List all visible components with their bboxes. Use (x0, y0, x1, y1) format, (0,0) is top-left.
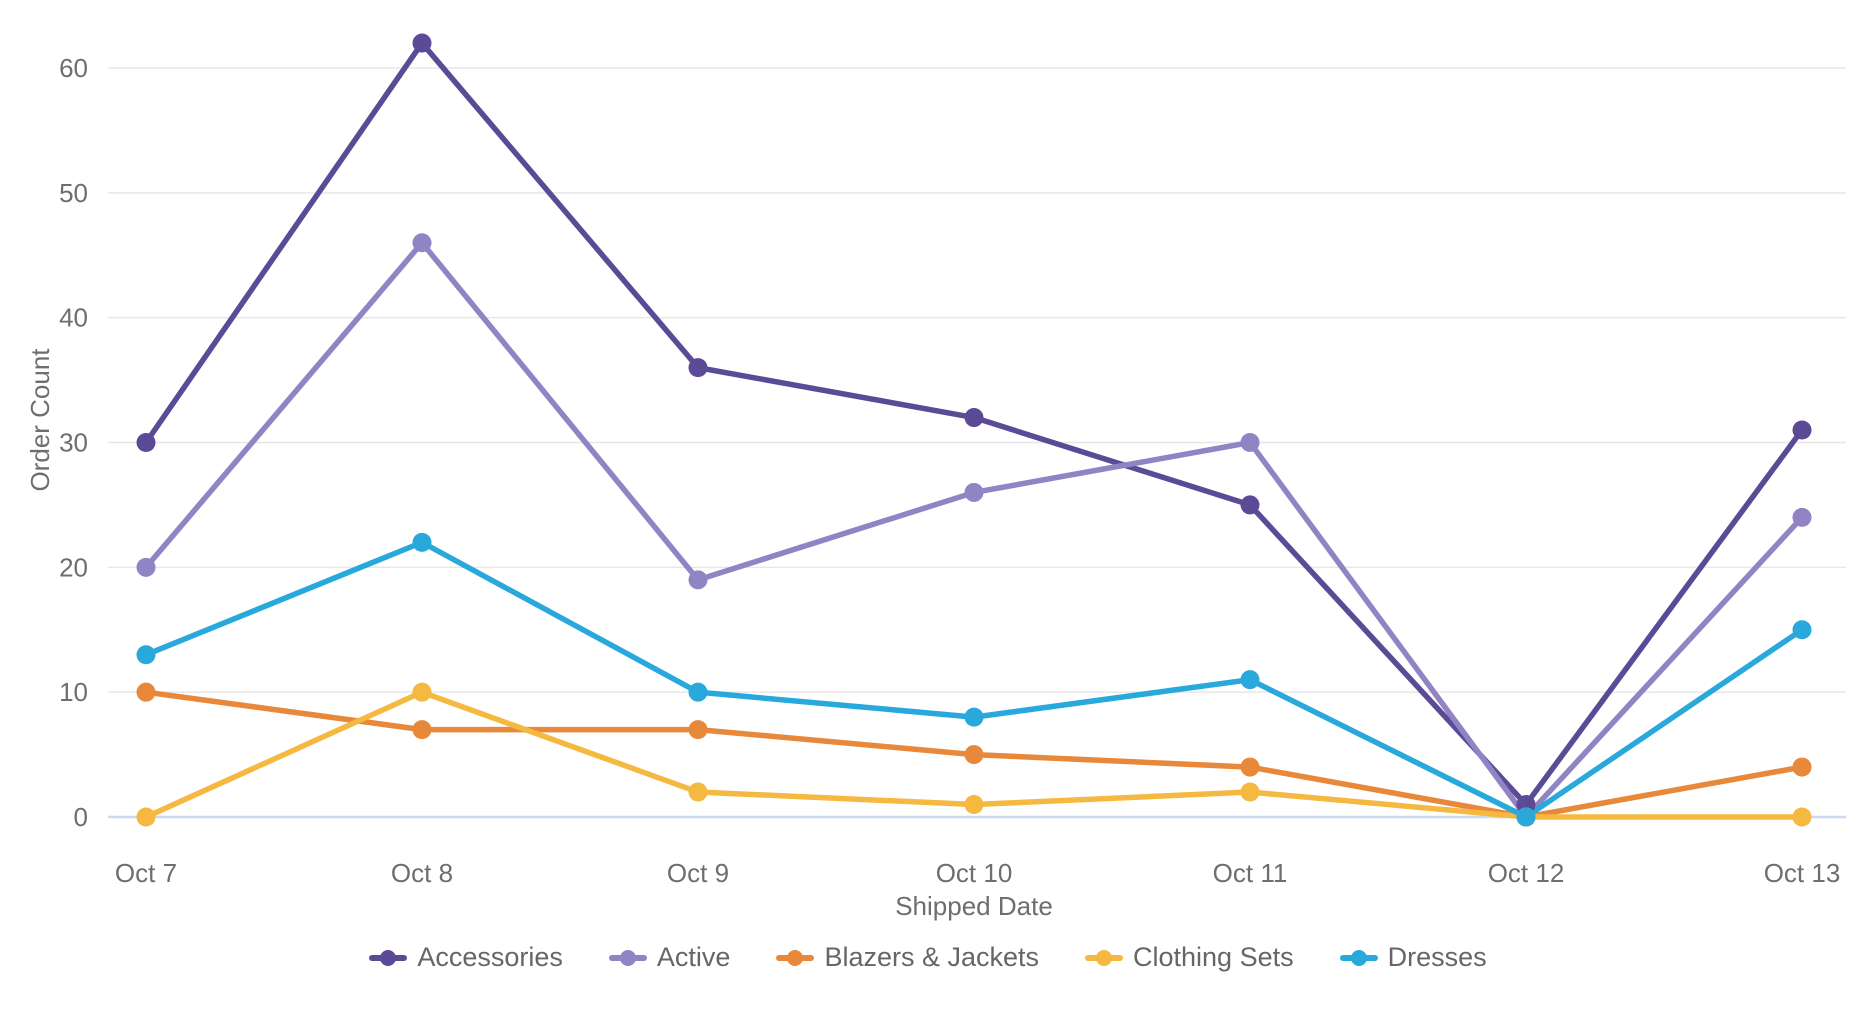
y-tick-label-10: 10 (59, 677, 88, 707)
legend-marker-icon (608, 949, 647, 967)
y-tick-label-20: 20 (59, 552, 88, 582)
y-tick-label-60: 60 (59, 53, 88, 83)
data-point-accessories-oct-9[interactable] (688, 358, 708, 378)
data-point-blazers-jackets-oct-13[interactable] (1792, 757, 1812, 777)
data-point-blazers-jackets-oct-7[interactable] (136, 682, 156, 702)
data-point-blazers-jackets-oct-10[interactable] (964, 745, 984, 765)
data-point-active-oct-10[interactable] (964, 482, 984, 502)
series-line-dresses (143, 539, 1805, 820)
x-tick-label-oct-11: Oct 11 (1213, 858, 1288, 888)
data-point-dresses-oct-8[interactable] (412, 532, 432, 552)
legend-item-dresses[interactable]: Dresses (1339, 942, 1487, 973)
data-point-accessories-oct-10[interactable] (964, 408, 984, 428)
legend-marker-icon (1085, 949, 1124, 967)
data-point-active-oct-8[interactable] (412, 233, 432, 253)
legend-marker-icon (776, 949, 815, 967)
data-point-dresses-oct-13[interactable] (1792, 620, 1812, 640)
legend-item-clothing-sets[interactable]: Clothing Sets (1085, 942, 1294, 973)
x-tick-label-oct-12: Oct 12 (1488, 858, 1565, 888)
data-point-clothing-sets-oct-13[interactable] (1792, 807, 1812, 827)
data-point-clothing-sets-oct-11[interactable] (1240, 782, 1260, 802)
data-point-active-oct-7[interactable] (136, 557, 156, 577)
y-tick-label-50: 50 (59, 178, 88, 208)
data-point-clothing-sets-oct-10[interactable] (964, 795, 984, 815)
data-point-accessories-oct-13[interactable] (1792, 420, 1812, 440)
legend-marker-dot (787, 949, 804, 966)
legend-marker-icon (1339, 949, 1378, 967)
legend-marker-dot (1096, 949, 1113, 966)
y-axis-title: Order Count (25, 348, 55, 492)
series-line-active (143, 240, 1805, 820)
legend-item-blazers-jackets[interactable]: Blazers & Jackets (776, 942, 1039, 973)
y-tick-label-40: 40 (59, 303, 88, 333)
y-tick-label-0: 0 (74, 802, 88, 832)
data-point-accessories-oct-8[interactable] (412, 33, 432, 53)
data-point-accessories-oct-7[interactable] (136, 433, 156, 453)
data-point-clothing-sets-oct-7[interactable] (136, 807, 156, 827)
data-point-clothing-sets-oct-9[interactable] (688, 782, 708, 802)
data-point-dresses-oct-7[interactable] (136, 645, 156, 665)
data-point-blazers-jackets-oct-9[interactable] (688, 720, 708, 740)
legend-marker-dot (1350, 949, 1367, 966)
data-point-blazers-jackets-oct-8[interactable] (412, 720, 432, 740)
x-tick-label-oct-10: Oct 10 (936, 858, 1013, 888)
x-tick-label-oct-8: Oct 8 (391, 858, 453, 888)
x-axis-title: Shipped Date (895, 891, 1053, 921)
legend-marker-icon (369, 949, 408, 967)
data-point-dresses-oct-9[interactable] (688, 682, 708, 702)
data-point-dresses-oct-11[interactable] (1240, 670, 1260, 690)
y-tick-label-30: 30 (59, 428, 88, 458)
data-point-active-oct-13[interactable] (1792, 507, 1812, 527)
data-point-blazers-jackets-oct-11[interactable] (1240, 757, 1260, 777)
x-tick-label-oct-9: Oct 9 (667, 858, 729, 888)
legend-label: Active (656, 942, 731, 972)
data-point-clothing-sets-oct-8[interactable] (412, 682, 432, 702)
chart-legend: Accessories Active Blazers & Jackets Clothi… (0, 942, 1856, 973)
legend-marker-dot (619, 949, 636, 966)
data-point-active-oct-11[interactable] (1240, 433, 1260, 453)
legend-marker-dot (380, 949, 397, 966)
data-point-dresses-oct-10[interactable] (964, 707, 984, 727)
legend-label: Clothing Sets (1133, 942, 1294, 972)
data-point-dresses-oct-12[interactable] (1516, 807, 1536, 827)
data-point-accessories-oct-11[interactable] (1240, 495, 1260, 515)
legend-label: Blazers & Jackets (824, 942, 1040, 972)
x-tick-label-oct-7: Oct 7 (115, 858, 177, 888)
legend-item-accessories[interactable]: Accessories (369, 942, 563, 973)
x-tick-label-oct-13: Oct 13 (1764, 858, 1841, 888)
legend-item-active[interactable]: Active (608, 942, 731, 973)
legend-label: Accessories (417, 942, 563, 972)
data-point-active-oct-9[interactable] (688, 570, 708, 590)
legend-label: Dresses (1387, 942, 1487, 972)
